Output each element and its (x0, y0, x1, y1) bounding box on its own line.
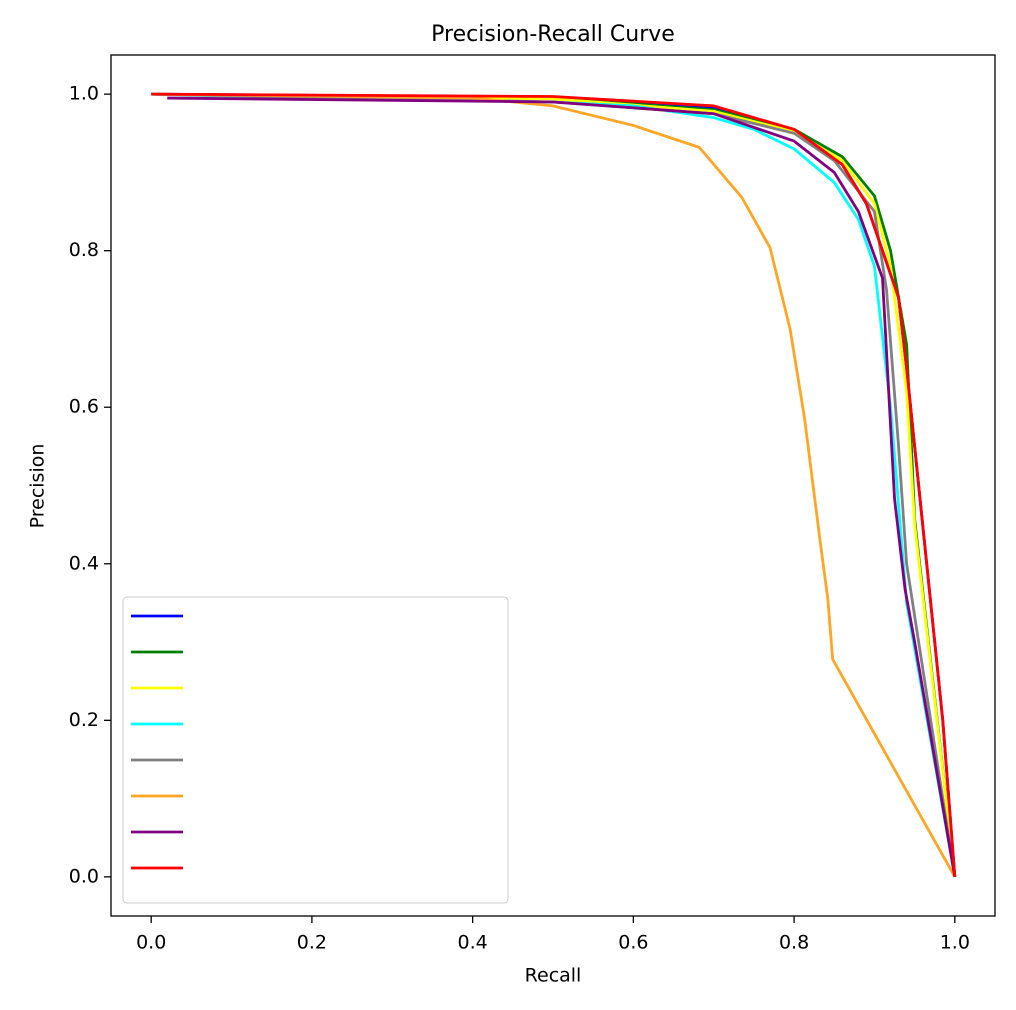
x-tick-label: 0.4 (458, 932, 488, 954)
x-tick-label: 0.8 (779, 932, 809, 954)
pr-curve (151, 92, 957, 877)
y-tick-label: 0.4 (69, 552, 99, 574)
legend-box (122, 596, 509, 904)
x-axis-label: Recall (525, 965, 582, 987)
y-axis-label: Precision (27, 444, 49, 529)
y-tick-label: 0.0 (69, 865, 99, 887)
x-tick-label: 1.0 (940, 932, 970, 954)
y-tick-label: 0.6 (69, 396, 99, 418)
x-tick-label: 0.0 (136, 932, 166, 954)
x-tick-label: 0.2 (297, 932, 327, 954)
chart-title: Precision-Recall Curve (431, 22, 675, 47)
legend (122, 596, 509, 904)
pr-curve (167, 96, 957, 878)
y-tick-label: 0.8 (69, 239, 99, 261)
x-tick-label: 0.6 (618, 932, 648, 954)
pr-curve (151, 92, 957, 878)
y-tick-label: 0.2 (69, 709, 99, 731)
plot-frame (110, 54, 996, 917)
y-tick-label: 1.0 (69, 83, 99, 105)
